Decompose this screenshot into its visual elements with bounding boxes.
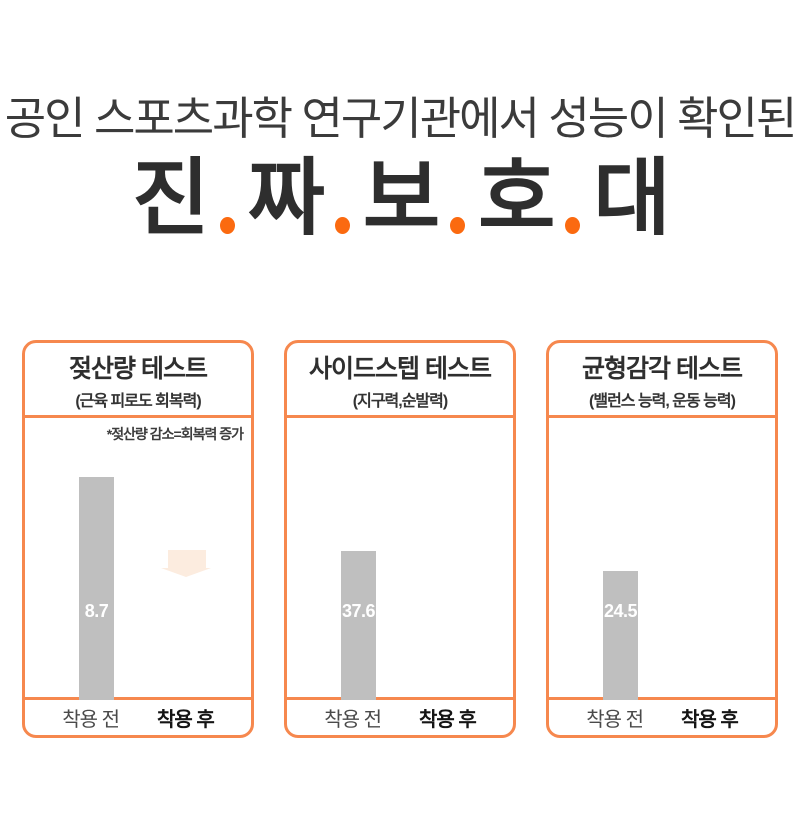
card-title: 균형감각 테스트: [582, 355, 743, 383]
title-dot-icon: [334, 217, 350, 234]
test-card-balance: 균형감각 테스트 (밸런스 능력, 운동 능력) 24.5 착용 전 착용 후: [546, 340, 778, 738]
card-title: 젖산량 테스트: [69, 355, 208, 383]
card-title: 사이드스텝 테스트: [309, 355, 492, 383]
axis-labels: 착용 전 착용 후: [25, 700, 251, 735]
bar-value: 8.7: [84, 601, 109, 621]
bar-value: 24.5: [603, 601, 638, 621]
bar-before: [603, 571, 638, 700]
label-before: 착용 전: [324, 709, 382, 731]
chart-note: *젖산량 감소=회복력 증가: [106, 426, 244, 442]
title-dot-icon: [219, 217, 235, 234]
title-char: 보: [362, 151, 440, 245]
chart-area: 37.6: [287, 418, 513, 700]
card-subtitle: (근육 피로도 회복력): [75, 392, 201, 410]
label-before: 착용 전: [62, 709, 120, 731]
card-subtitle: (지구력,순발력): [352, 392, 448, 410]
label-after: 착용 후: [419, 709, 477, 731]
card-subtitle: (밸런스 능력, 운동 능력): [589, 392, 736, 410]
card-header: 균형감각 테스트 (밸런스 능력, 운동 능력): [549, 343, 775, 418]
test-cards-row: 젖산량 테스트 (근육 피로도 회복력) *젖산량 감소=회복력 증가 8.7 …: [22, 340, 778, 738]
down-arrow-icon: [161, 568, 211, 577]
title-char: 대: [593, 151, 670, 245]
card-header: 사이드스텝 테스트 (지구력,순발력): [287, 343, 513, 418]
title-char: 호: [478, 151, 555, 245]
test-card-lactate: 젖산량 테스트 (근육 피로도 회복력) *젖산량 감소=회복력 증가 8.7 …: [22, 340, 254, 738]
hero-section: 공인 스포츠과학 연구기관에서 성능이 확인된 진 짜 보 호 대: [0, 0, 800, 240]
hero-title: 진 짜 보 호 대: [0, 156, 800, 240]
card-header: 젖산량 테스트 (근육 피로도 회복력): [25, 343, 251, 418]
title-dot-icon: [450, 217, 466, 234]
test-card-sidestep: 사이드스텝 테스트 (지구력,순발력) 37.6 착용 전 착용 후: [284, 340, 516, 738]
label-after: 착용 후: [157, 709, 215, 731]
title-char: 진: [132, 151, 209, 245]
bar-before: [79, 477, 114, 700]
hero-subtitle: 공인 스포츠과학 연구기관에서 성능이 확인된: [4, 93, 798, 144]
bar-value: 37.6: [341, 601, 376, 621]
axis-labels: 착용 전 착용 후: [549, 700, 775, 735]
chart-area: 24.5: [549, 418, 775, 700]
label-before: 착용 전: [586, 709, 644, 731]
bar-before: [341, 551, 376, 700]
down-arrow-icon: [168, 550, 206, 568]
axis-labels: 착용 전 착용 후: [287, 700, 513, 735]
chart-area: *젖산량 감소=회복력 증가 8.7: [25, 418, 251, 700]
title-dot-icon: [565, 217, 581, 234]
label-after: 착용 후: [681, 709, 739, 731]
title-char: 짜: [247, 151, 325, 245]
